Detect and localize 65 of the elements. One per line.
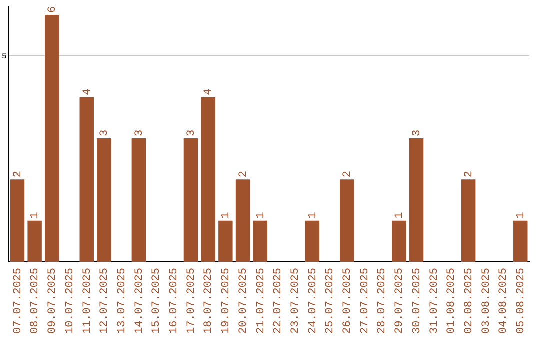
x-tick-label: 03.08.2025 <box>480 268 493 334</box>
data-label: 2 <box>12 171 24 178</box>
data-label: 2 <box>463 171 476 178</box>
bar <box>340 180 354 262</box>
bar <box>409 138 424 262</box>
x-tick-label: 24.07.2025 <box>307 268 320 334</box>
bar <box>236 180 250 262</box>
data-label: 6 <box>47 6 60 14</box>
data-label: 4 <box>82 88 94 96</box>
data-label: 3 <box>99 130 112 137</box>
data-label: 1 <box>516 212 528 219</box>
x-tick-label: 21.07.2025 <box>255 268 268 334</box>
x-tick-label: 11.07.2025 <box>82 268 94 334</box>
x-tick-label: 07.07.2025 <box>12 268 24 334</box>
x-tick-label: 15.07.2025 <box>151 268 164 334</box>
x-tick-label: 16.07.2025 <box>168 268 181 334</box>
x-tick-label: 29.07.2025 <box>394 268 406 334</box>
data-label: 2 <box>238 171 250 178</box>
x-tick-label: 09.07.2025 <box>47 268 60 334</box>
data-label: 4 <box>203 88 216 96</box>
x-tick-label: 23.07.2025 <box>290 268 302 334</box>
x-tick-label: 10.07.2025 <box>64 268 76 334</box>
bar <box>45 15 60 262</box>
data-label: 1 <box>255 212 268 219</box>
data-label: 3 <box>186 130 198 137</box>
x-tick-label: 08.07.2025 <box>30 268 42 334</box>
bar <box>201 97 216 262</box>
x-tick-label: 27.07.2025 <box>359 268 372 334</box>
x-tick-label: 26.07.2025 <box>342 268 354 334</box>
data-label: 1 <box>307 212 320 219</box>
bar <box>461 180 476 262</box>
x-tick-label: 18.07.2025 <box>203 268 216 334</box>
data-label: 1 <box>220 212 233 219</box>
bar <box>305 220 320 262</box>
bar <box>132 138 146 262</box>
data-label: 1 <box>30 212 42 219</box>
x-tick-label: 13.07.2025 <box>116 268 128 334</box>
x-tick-label: 14.07.2025 <box>134 268 146 334</box>
x-tick-label: 28.07.2025 <box>376 268 389 334</box>
bar <box>253 220 268 262</box>
x-tick-label: 02.08.2025 <box>463 268 476 334</box>
x-tick-label: 17.07.2025 <box>186 268 198 334</box>
data-label: 3 <box>411 130 424 137</box>
bar <box>392 220 406 262</box>
x-tick-label: 31.07.2025 <box>428 268 441 334</box>
x-tick-label: 12.07.2025 <box>99 268 112 334</box>
bar <box>28 220 42 262</box>
x-tick-label: 05.08.2025 <box>516 268 528 334</box>
y-tick-label: 5 <box>2 52 7 62</box>
x-tick-label: 30.07.2025 <box>411 268 424 334</box>
x-tick-label: 04.08.2025 <box>498 268 510 334</box>
bar <box>80 97 94 262</box>
x-tick-label: 25.07.2025 <box>324 268 337 334</box>
bar <box>184 138 198 262</box>
bar <box>10 180 25 262</box>
bar <box>218 220 233 262</box>
data-label: 1 <box>394 212 406 219</box>
x-tick-label: 01.08.2025 <box>446 268 458 334</box>
x-tick-label: 22.07.2025 <box>272 268 285 334</box>
x-tick-label: 19.07.2025 <box>220 268 233 334</box>
bar <box>514 220 528 262</box>
data-label: 2 <box>342 171 354 178</box>
bar <box>97 138 112 262</box>
data-label: 3 <box>134 130 146 137</box>
x-tick-label: 20.07.2025 <box>238 268 250 334</box>
